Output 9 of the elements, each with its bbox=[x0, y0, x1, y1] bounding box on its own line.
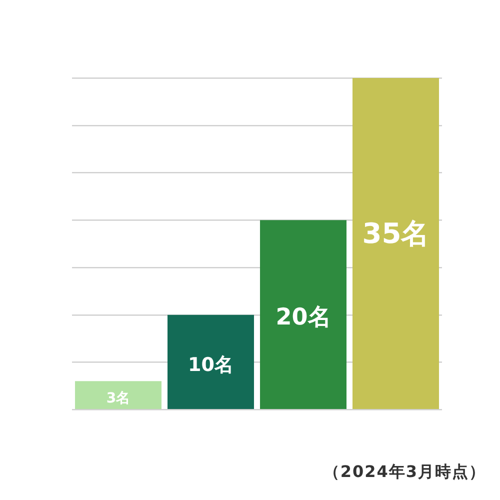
data-label: 20名 bbox=[276, 304, 331, 331]
text: （2024年3月時点） bbox=[323, 462, 486, 483]
bar bbox=[75, 381, 162, 409]
data-label: 35名 bbox=[362, 216, 430, 250]
bar bbox=[260, 220, 346, 409]
bar bbox=[352, 78, 439, 409]
data-label: 3名 bbox=[106, 390, 130, 407]
data-label: 10名 bbox=[188, 354, 234, 376]
bar bbox=[168, 314, 254, 409]
